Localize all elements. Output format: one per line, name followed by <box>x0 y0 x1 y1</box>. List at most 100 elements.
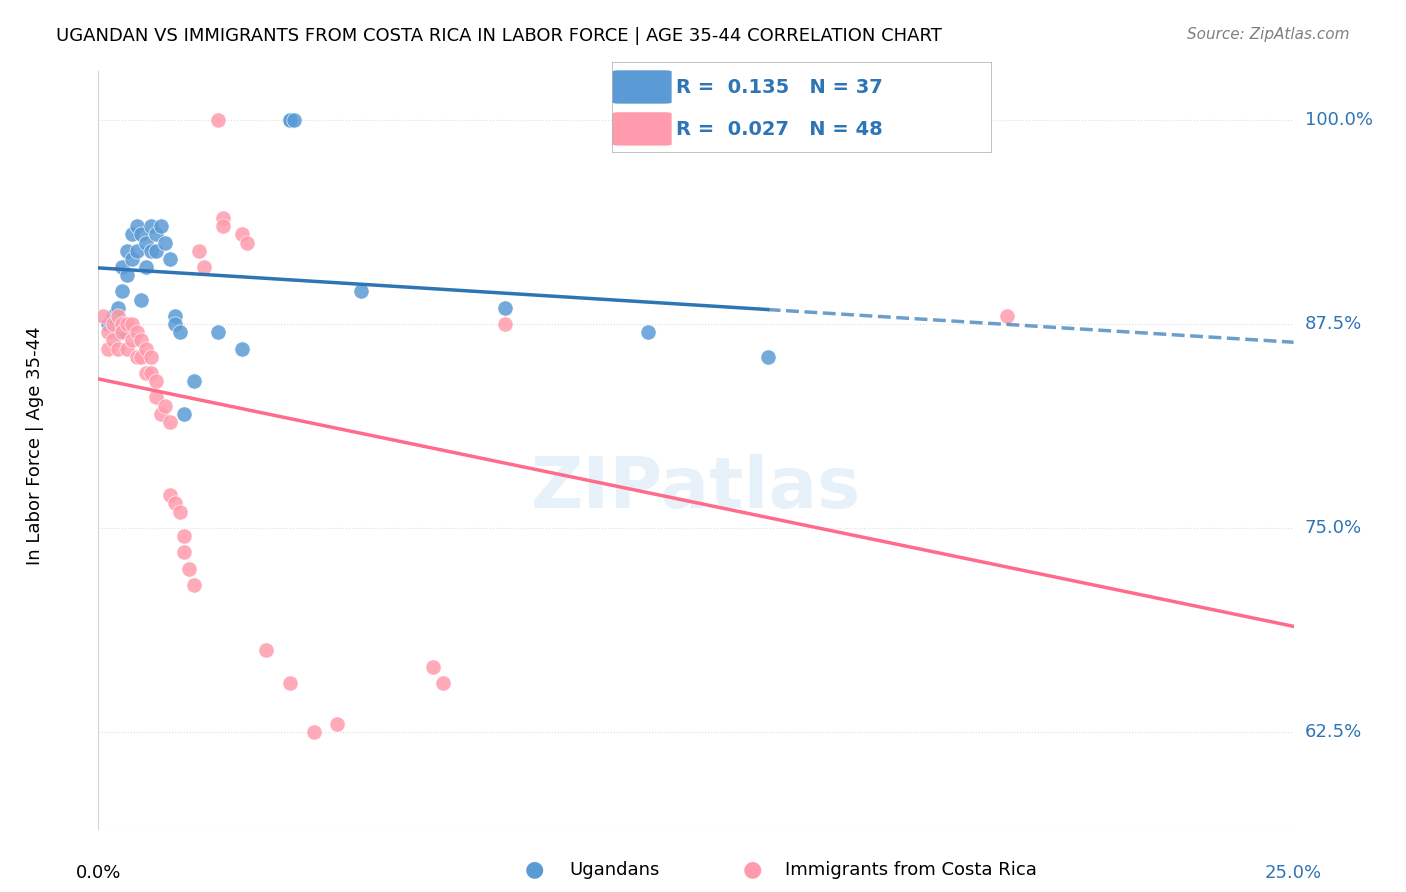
Point <box>183 374 205 388</box>
Point <box>173 529 195 543</box>
Point <box>211 211 233 226</box>
Point <box>135 366 157 380</box>
Point <box>139 350 162 364</box>
Point <box>159 252 181 266</box>
Point <box>193 260 215 274</box>
Point <box>135 260 157 274</box>
Point <box>283 113 305 128</box>
Point <box>211 219 233 234</box>
Point <box>135 342 157 356</box>
Point <box>163 496 186 510</box>
FancyBboxPatch shape <box>612 70 672 104</box>
Point <box>149 407 172 421</box>
Point <box>139 366 162 380</box>
Point <box>111 285 134 299</box>
Point <box>173 407 195 421</box>
Point <box>101 309 124 323</box>
Point <box>179 562 201 576</box>
Point <box>207 113 229 128</box>
Point <box>115 268 138 282</box>
Point <box>121 317 143 331</box>
Point <box>350 285 373 299</box>
Point <box>145 244 167 258</box>
Point <box>115 244 138 258</box>
Point <box>254 643 277 657</box>
Point <box>107 325 129 339</box>
Point <box>169 505 191 519</box>
Point <box>432 675 454 690</box>
Point <box>278 113 301 128</box>
Point <box>155 235 177 250</box>
FancyBboxPatch shape <box>612 112 672 146</box>
Point <box>326 716 349 731</box>
Point <box>121 252 143 266</box>
Point <box>125 244 148 258</box>
Text: 25.0%: 25.0% <box>1265 864 1322 882</box>
Point <box>163 309 186 323</box>
Text: Immigrants from Costa Rica: Immigrants from Costa Rica <box>785 861 1036 879</box>
Point <box>183 578 205 592</box>
Point <box>163 317 186 331</box>
Text: UGANDAN VS IMMIGRANTS FROM COSTA RICA IN LABOR FORCE | AGE 35-44 CORRELATION CHA: UGANDAN VS IMMIGRANTS FROM COSTA RICA IN… <box>56 27 942 45</box>
Point <box>302 724 325 739</box>
Point <box>101 334 124 348</box>
Point <box>145 227 167 242</box>
Text: 100.0%: 100.0% <box>1305 112 1372 129</box>
Point <box>97 342 120 356</box>
Point <box>125 219 148 234</box>
Point <box>422 659 444 673</box>
Point <box>131 350 153 364</box>
Text: R =  0.027   N = 48: R = 0.027 N = 48 <box>676 120 883 139</box>
Point <box>494 301 516 315</box>
Point <box>111 325 134 339</box>
Text: ZIPatlas: ZIPatlas <box>531 454 860 523</box>
Point <box>494 317 516 331</box>
Point <box>235 235 257 250</box>
Point <box>155 399 177 413</box>
Text: ●: ● <box>524 860 544 880</box>
Point <box>91 309 114 323</box>
Point <box>145 374 167 388</box>
Point <box>111 260 134 274</box>
Text: 62.5%: 62.5% <box>1305 723 1362 740</box>
Text: In Labor Force | Age 35-44: In Labor Force | Age 35-44 <box>27 326 44 566</box>
Point <box>101 317 124 331</box>
Point <box>125 325 148 339</box>
Text: 75.0%: 75.0% <box>1305 519 1362 537</box>
Point <box>135 235 157 250</box>
Point <box>121 227 143 242</box>
Text: R =  0.135   N = 37: R = 0.135 N = 37 <box>676 78 883 97</box>
Point <box>169 325 191 339</box>
Point <box>231 227 253 242</box>
Point <box>125 350 148 364</box>
Point <box>187 244 209 258</box>
Point <box>131 227 153 242</box>
Point <box>139 219 162 234</box>
Point <box>107 309 129 323</box>
Point <box>278 675 301 690</box>
Point <box>115 342 138 356</box>
Point <box>995 309 1018 323</box>
Text: ●: ● <box>742 860 762 880</box>
Point <box>149 219 172 234</box>
Point <box>159 488 181 502</box>
Text: Source: ZipAtlas.com: Source: ZipAtlas.com <box>1187 27 1350 42</box>
Point <box>107 342 129 356</box>
Point <box>756 350 779 364</box>
Point <box>97 317 120 331</box>
Point <box>637 325 659 339</box>
Text: 87.5%: 87.5% <box>1305 315 1362 333</box>
Text: Ugandans: Ugandans <box>569 861 659 879</box>
Point <box>139 244 162 258</box>
Point <box>121 334 143 348</box>
Point <box>131 293 153 307</box>
Text: 0.0%: 0.0% <box>76 864 121 882</box>
Point <box>231 342 253 356</box>
Point <box>173 545 195 559</box>
Point <box>159 415 181 429</box>
Point <box>145 391 167 405</box>
Point <box>111 317 134 331</box>
Point <box>278 113 301 128</box>
Point <box>107 301 129 315</box>
Point <box>131 334 153 348</box>
